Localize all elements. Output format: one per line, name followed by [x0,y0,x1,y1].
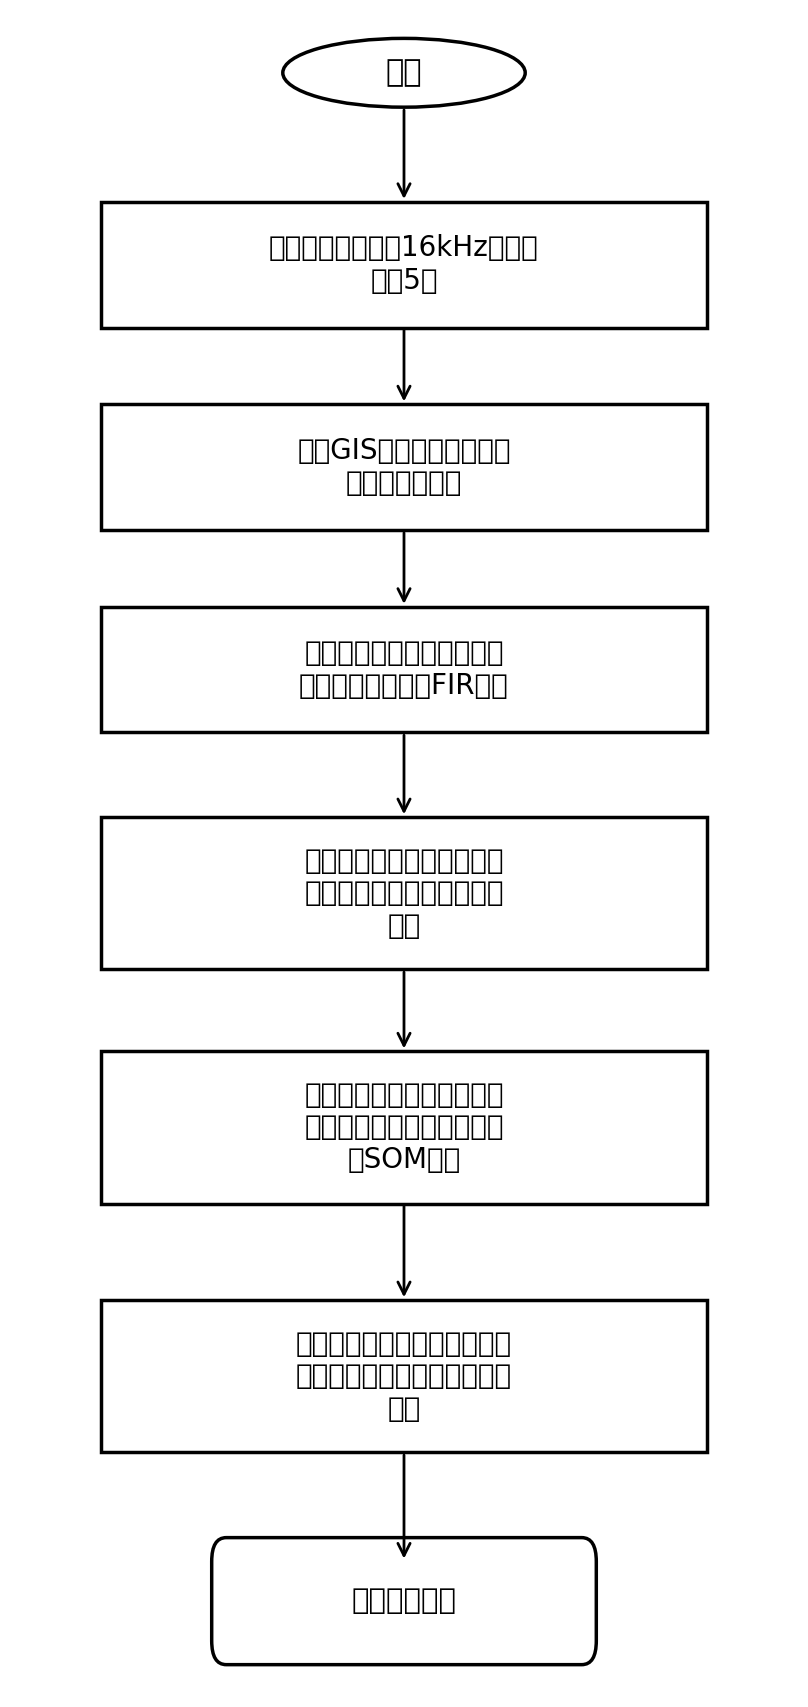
Text: 采集GIS不同运行状态下振
动信号时域数据: 采集GIS不同运行状态下振 动信号时域数据 [297,437,511,497]
Text: 设定信号采样率为16kHz，采样
时间5秒: 设定信号采样率为16kHz，采样 时间5秒 [269,234,539,295]
Text: 对滤波后的信号进行小波重
构，计算不同频段信号能量
占比: 对滤波后的信号进行小波重 构，计算不同频段信号能量 占比 [305,847,503,939]
Text: 计算得到聚类中心，对数据进
行分类，得到不同故障的分类
结果: 计算得到聚类中心，对数据进 行分类，得到不同故障的分类 结果 [296,1330,512,1422]
Text: 开始: 开始 [385,58,423,87]
Text: 进行故障诊断: 进行故障诊断 [351,1588,457,1615]
Text: 提取特征变化明显的频段信
号能量占比，作为输入量进
行SOM聚类: 提取特征变化明显的频段信 号能量占比，作为输入量进 行SOM聚类 [305,1081,503,1174]
Text: 以整数倍周期选取振动信号
时域数据，并进行FIR滤波: 以整数倍周期选取振动信号 时域数据，并进行FIR滤波 [299,640,509,700]
